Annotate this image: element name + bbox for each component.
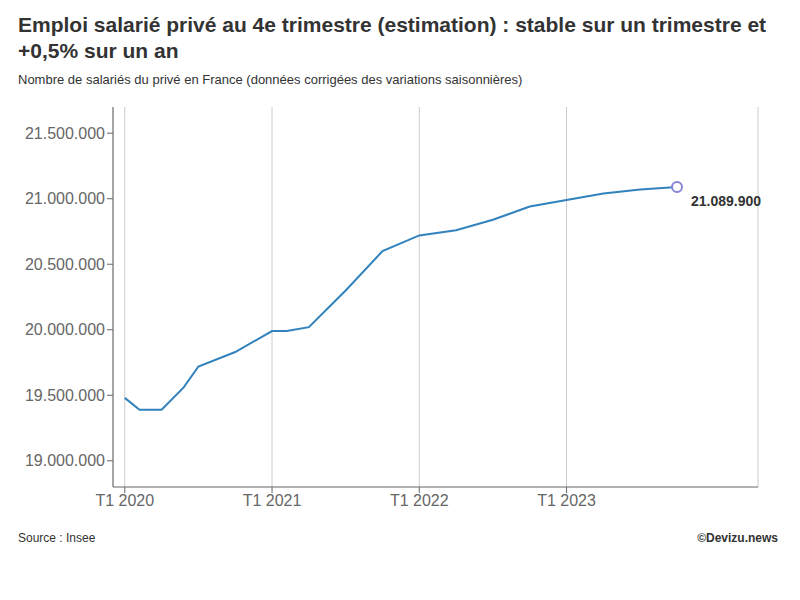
- html-text:Source : Insee: Source : Insee: [18, 531, 96, 545]
- html-text:Nombre de salariés du privé en: Nombre de salariés du privé en France (d…: [18, 72, 523, 87]
- svg-text:19.000.000: 19.000.000: [25, 452, 105, 469]
- svg-text:T1 2020: T1 2020: [95, 492, 154, 509]
- svg-text:T1 2022: T1 2022: [390, 492, 449, 509]
- html-text:©Devizu.news: ©Devizu.news: [697, 531, 778, 545]
- svg-text:20.000.000: 20.000.000: [25, 321, 105, 338]
- svg-text:T1 2023: T1 2023: [537, 492, 596, 509]
- svg-text:T1 2021: T1 2021: [243, 492, 302, 509]
- svg-text:20.500.000: 20.500.000: [25, 256, 105, 273]
- svg-text:21.500.000: 21.500.000: [25, 125, 105, 142]
- svg-text:21.089.900: 21.089.900: [691, 193, 761, 209]
- html-text:Emploi salarié privé au 4e tri: Emploi salarié privé au 4e trimestre (es…: [18, 13, 767, 62]
- svg-text:21.000.000: 21.000.000: [25, 190, 105, 207]
- svg-text:19.500.000: 19.500.000: [25, 387, 105, 404]
